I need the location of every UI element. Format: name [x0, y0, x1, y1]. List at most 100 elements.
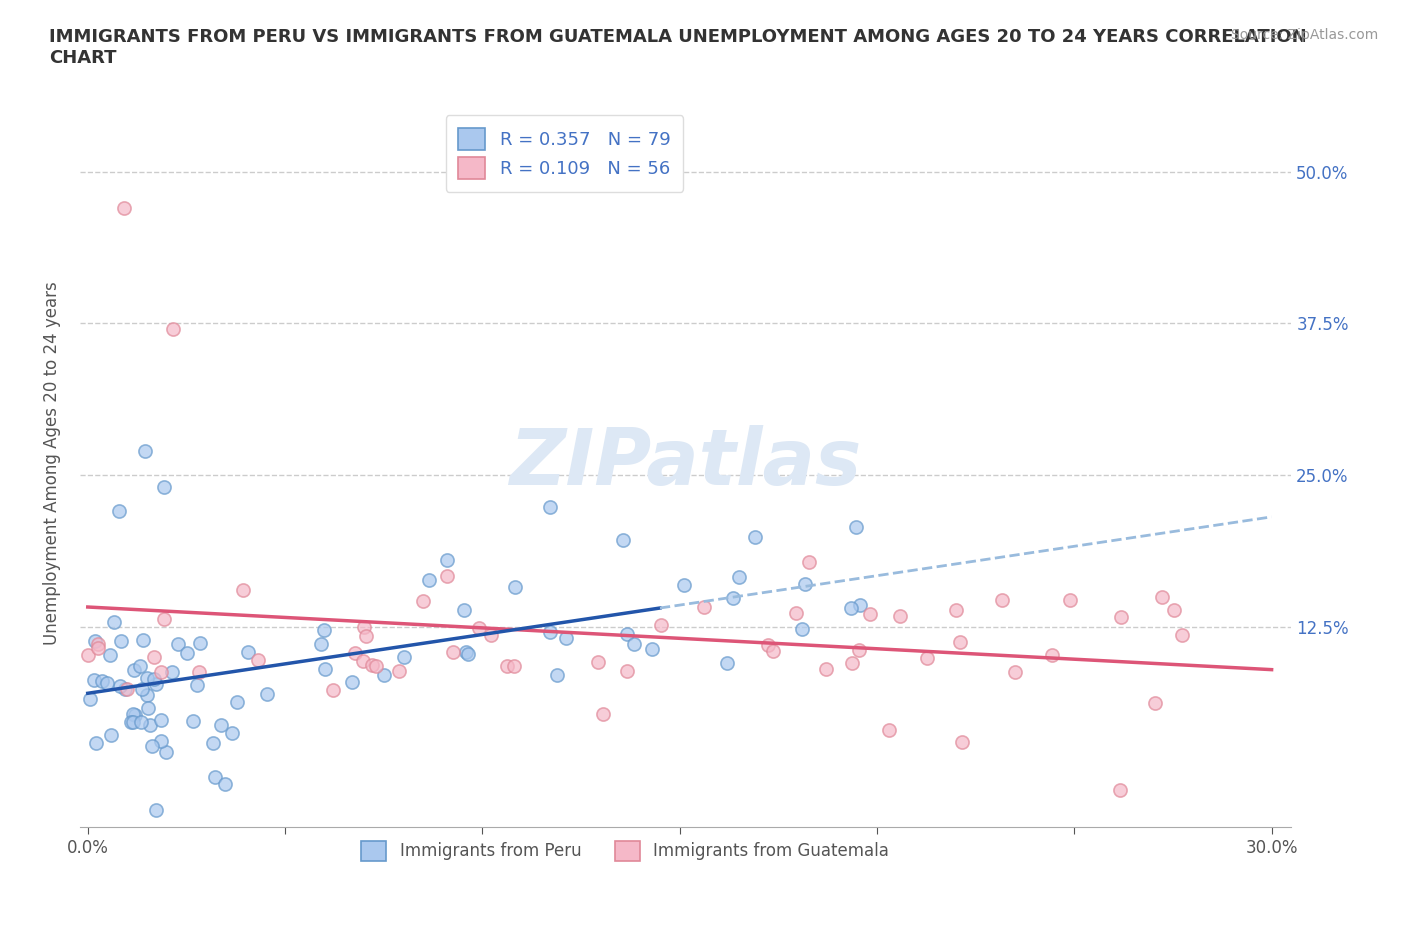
Point	[693, 599, 716, 614]
Point	[162, 322, 184, 337]
Point	[145, 677, 167, 692]
Point	[136, 671, 159, 685]
Point	[183, 714, 205, 729]
Point	[142, 649, 165, 664]
Point	[108, 678, 131, 693]
Point	[226, 695, 249, 710]
Point	[86, 636, 108, 651]
Point	[87, 641, 110, 656]
Point	[149, 713, 172, 728]
Text: IMMIGRANTS FROM PERU VS IMMIGRANTS FROM GUATEMALA UNEMPLOYMENT AMONG AGES 20 TO : IMMIGRANTS FROM PERU VS IMMIGRANTS FROM …	[49, 28, 1306, 67]
Point	[889, 608, 911, 623]
Point	[1059, 592, 1081, 607]
Point	[361, 658, 384, 672]
Point	[453, 603, 475, 618]
Point	[728, 570, 751, 585]
Point	[756, 638, 779, 653]
Point	[100, 727, 122, 742]
Point	[546, 668, 568, 683]
Point	[849, 598, 872, 613]
Point	[848, 643, 870, 658]
Point	[149, 734, 172, 749]
Point	[115, 682, 138, 697]
Point	[167, 636, 190, 651]
Point	[1152, 590, 1174, 604]
Point	[139, 717, 162, 732]
Point	[160, 664, 183, 679]
Point	[100, 647, 122, 662]
Point	[214, 777, 236, 791]
Point	[202, 736, 225, 751]
Point	[186, 678, 208, 693]
Point	[388, 663, 411, 678]
Point	[949, 635, 972, 650]
Point	[503, 658, 526, 673]
Point	[322, 682, 344, 697]
Point	[103, 614, 125, 629]
Point	[204, 769, 226, 784]
Point	[124, 708, 146, 723]
Point	[340, 675, 363, 690]
Point	[176, 645, 198, 660]
Point	[256, 687, 278, 702]
Point	[1040, 648, 1063, 663]
Point	[412, 594, 434, 609]
Point	[79, 691, 101, 706]
Point	[841, 656, 863, 671]
Point	[314, 661, 336, 676]
Point	[131, 681, 153, 696]
Point	[187, 665, 209, 680]
Point	[143, 672, 166, 687]
Point	[155, 745, 177, 760]
Point	[343, 645, 366, 660]
Point	[131, 632, 153, 647]
Point	[1109, 610, 1132, 625]
Point	[352, 654, 374, 669]
Point	[153, 611, 176, 626]
Point	[454, 644, 477, 659]
Point	[467, 620, 489, 635]
Point	[1163, 603, 1185, 618]
Point	[221, 725, 243, 740]
Point	[84, 634, 107, 649]
Point	[877, 723, 900, 737]
Point	[917, 651, 939, 666]
Point	[503, 579, 526, 594]
Point	[238, 645, 260, 660]
Point	[247, 652, 270, 667]
Point	[121, 707, 143, 722]
Point	[129, 658, 152, 673]
Point	[141, 738, 163, 753]
Point	[845, 519, 868, 534]
Y-axis label: Unemployment Among Ages 20 to 24 years: Unemployment Among Ages 20 to 24 years	[44, 281, 60, 644]
Point	[136, 688, 159, 703]
Point	[991, 592, 1014, 607]
Point	[353, 619, 375, 634]
Point	[616, 627, 638, 642]
Point	[859, 606, 882, 621]
Point	[149, 664, 172, 679]
Point	[457, 647, 479, 662]
Point	[90, 673, 112, 688]
Point	[945, 603, 967, 618]
Point	[96, 676, 118, 691]
Point	[120, 714, 142, 729]
Point	[538, 625, 561, 640]
Point	[555, 631, 578, 645]
Point	[612, 533, 634, 548]
Point	[114, 682, 136, 697]
Point	[436, 569, 458, 584]
Point	[616, 663, 638, 678]
Point	[641, 642, 664, 657]
Point	[441, 644, 464, 659]
Point	[479, 628, 502, 643]
Point	[145, 802, 167, 817]
Legend: Immigrants from Peru, Immigrants from Guatemala: Immigrants from Peru, Immigrants from Gu…	[353, 832, 897, 870]
Point	[794, 577, 817, 591]
Point	[107, 504, 129, 519]
Point	[138, 700, 160, 715]
Point	[790, 622, 813, 637]
Point	[112, 201, 135, 216]
Point	[592, 707, 614, 722]
Point	[232, 582, 254, 597]
